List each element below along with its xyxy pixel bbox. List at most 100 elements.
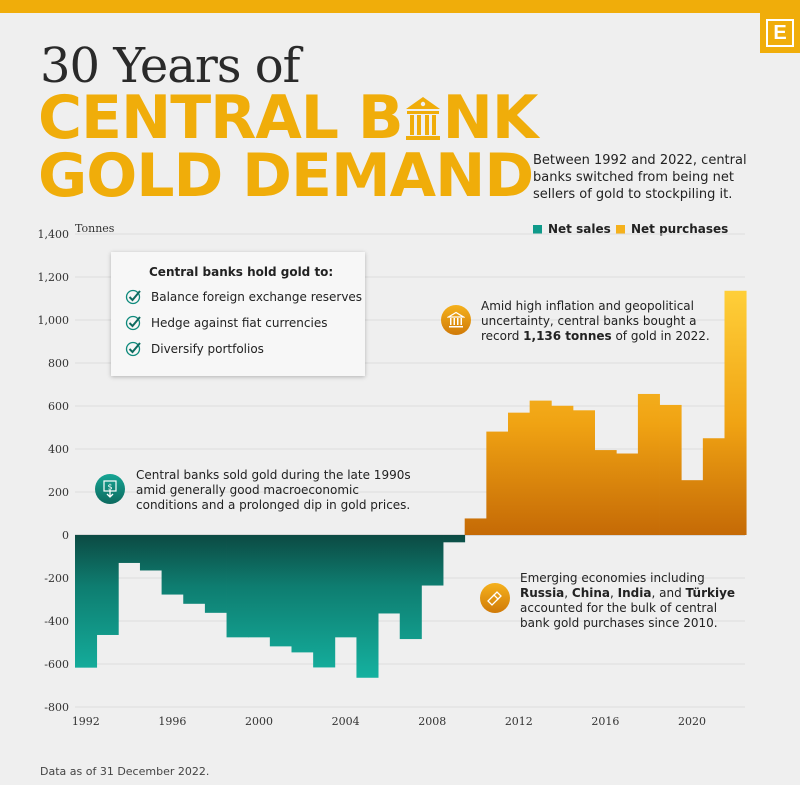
bar-2009: [443, 535, 466, 543]
bar-1997: [183, 535, 206, 604]
note-text: accounted for the bulk of central bank g…: [520, 601, 718, 630]
bar-2022: [724, 290, 747, 535]
bar-1994: [118, 535, 141, 563]
bar-1995: [139, 535, 162, 571]
x-tick-label: 2016: [591, 715, 619, 728]
x-tick-label: 1992: [72, 715, 100, 728]
x-tick-label: 2020: [678, 715, 706, 728]
bar-2006: [378, 535, 401, 614]
legend-label-sales: Net sales: [548, 222, 611, 236]
note-bold: China: [571, 586, 611, 600]
emerging-economies-note: Emerging economies including Russia, Chi…: [520, 571, 750, 631]
x-tick-label: 2012: [505, 715, 533, 728]
bar-2000: [248, 535, 271, 638]
bar-1996: [161, 535, 184, 595]
legend-swatch-sales: [533, 224, 542, 234]
bar-2002: [291, 535, 314, 653]
reason-item: Hedge against fiat currencies: [125, 315, 327, 331]
gold-bars-icon: [480, 583, 510, 613]
x-axis-ticks: 1992 1996 2000 2004 2008 2012 2016 2020: [72, 715, 706, 728]
note-text: of gold in 2022.: [611, 329, 710, 343]
bars: [75, 290, 747, 678]
bar-2011: [486, 431, 509, 535]
bank-badge-icon: [441, 305, 471, 335]
note-bold: India: [617, 586, 652, 600]
y-tick-label: 200: [48, 486, 69, 499]
y-tick-label: -800: [44, 701, 69, 714]
legend-net-purchases: Net purchases: [616, 222, 728, 236]
title-line-3: GOLD DEMAND: [38, 141, 534, 211]
checkmark-icon: [125, 289, 141, 305]
bar-2010: [464, 518, 487, 535]
title-line-1: 30 Years of: [40, 38, 300, 94]
y-tick-label: -400: [44, 615, 69, 628]
bar-2013: [529, 400, 552, 535]
reason-item-label: Balance foreign exchange reserves: [151, 290, 363, 304]
note-bold: Russia: [520, 586, 565, 600]
title-line-2: CENTRAL B NK: [38, 88, 538, 148]
y-tick-label: 0: [62, 529, 69, 542]
subtitle: Between 1992 and 2022, central banks swi…: [533, 153, 747, 202]
y-axis-unit-label: Tonnes: [75, 222, 115, 235]
checkmark-icon: [125, 341, 141, 357]
reason-item: Diversify portfolios: [125, 341, 264, 357]
sold-gold-note: Central banks sold gold during the late …: [136, 468, 411, 512]
note-text: Amid high inflation and geopolitical unc…: [481, 299, 697, 343]
note-text: , and: [651, 586, 686, 600]
reason-item: Balance foreign exchange reserves: [125, 289, 362, 305]
checkmark-icon: [125, 315, 141, 331]
legend-swatch-purchases: [616, 224, 625, 234]
x-tick-label: 1996: [158, 715, 186, 728]
legend-net-sales: Net sales: [533, 222, 611, 236]
y-tick-label: -600: [44, 658, 69, 671]
footnote: Data as of 31 December 2022.: [40, 765, 210, 778]
bar-2018: [637, 393, 660, 535]
bar-2005: [356, 535, 379, 678]
reason-item-label: Diversify portfolios: [151, 342, 264, 356]
publisher-logo[interactable]: E: [760, 13, 800, 53]
y-tick-label: -200: [44, 572, 69, 585]
svg-text:$: $: [107, 483, 112, 492]
bar-2016: [594, 450, 617, 535]
reason-item-label: Hedge against fiat currencies: [151, 316, 328, 330]
note-text: Emerging economies including: [520, 571, 705, 585]
bar-2003: [313, 535, 336, 668]
y-axis-ticks: -800 -600 -400 -200 0 200 400 600 800 1,000 1,200 1…: [38, 228, 70, 714]
x-tick-label: 2008: [418, 715, 446, 728]
reasons-title: Central banks hold gold to:: [149, 265, 334, 279]
y-tick-label: 400: [48, 443, 69, 456]
note-bold: Türkiye: [685, 586, 736, 600]
logo-letter: E: [766, 19, 794, 47]
note-text: ,: [610, 586, 618, 600]
bank-icon: [405, 97, 440, 140]
bar-2020: [681, 480, 704, 535]
bar-2019: [659, 404, 682, 535]
bar-2012: [508, 412, 531, 535]
bar-2017: [616, 453, 639, 535]
bar-1998: [204, 535, 227, 613]
bar-1993: [96, 535, 119, 635]
bar-2008: [421, 535, 444, 586]
bar-2014: [551, 405, 574, 535]
note-bold: 1,136 tonnes: [523, 329, 612, 343]
y-tick-label: 1,000: [38, 314, 70, 327]
dollar-down-icon: $: [95, 474, 125, 504]
top-accent-bar: [0, 0, 800, 13]
y-tick-label: 800: [48, 357, 69, 370]
legend-label-purchases: Net purchases: [631, 222, 729, 236]
x-tick-label: 2000: [245, 715, 273, 728]
y-tick-label: 600: [48, 400, 69, 413]
y-tick-label: 1,200: [38, 271, 70, 284]
bar-2021: [702, 438, 725, 535]
record-purchase-note: Amid high inflation and geopolitical unc…: [481, 299, 711, 344]
reasons-callout-box: Central banks hold gold to: Balance fore…: [111, 252, 365, 376]
title-line-2-part-a: CENTRAL B: [38, 83, 404, 153]
bar-2015: [572, 410, 595, 535]
bar-2007: [399, 535, 422, 640]
note-text: ,: [564, 586, 572, 600]
title-line-2-part-b: NK: [442, 83, 539, 153]
bar-1992: [75, 535, 98, 668]
bar-2001: [269, 535, 292, 647]
bar-1999: [226, 535, 249, 638]
